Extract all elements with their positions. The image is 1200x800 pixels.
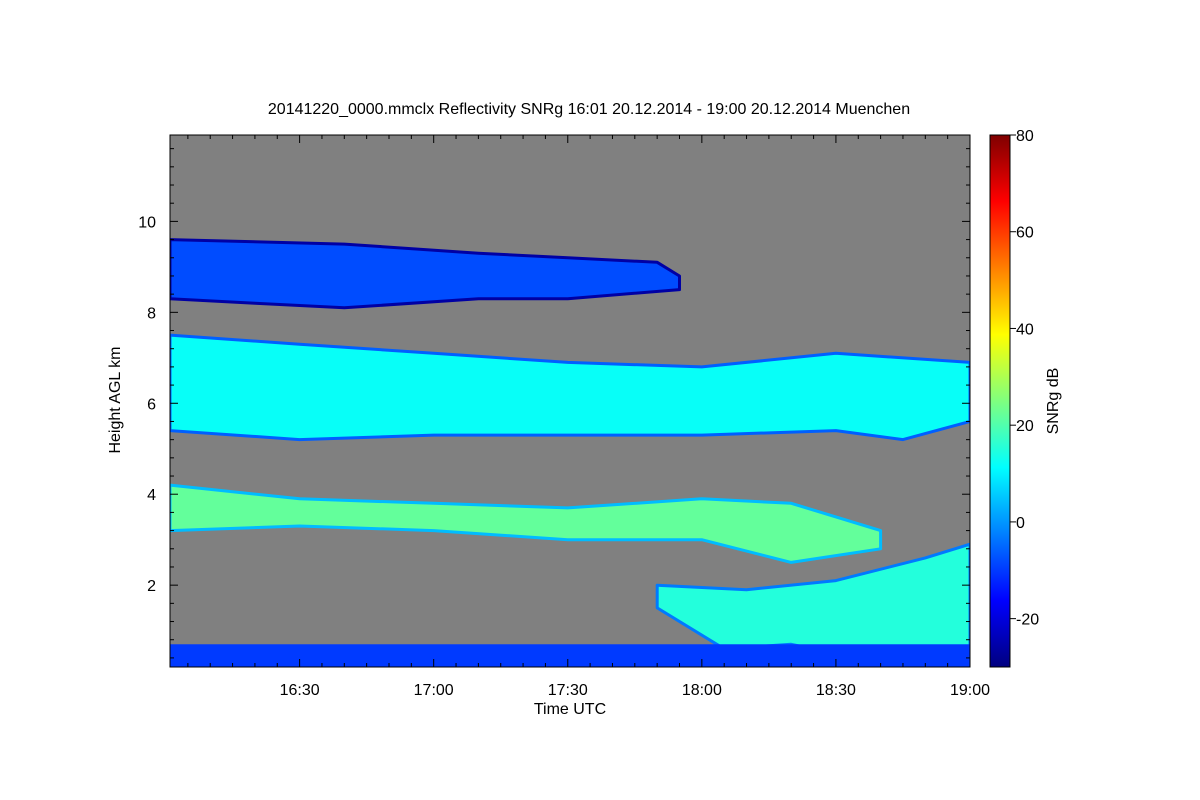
colorbar-axis: -20 0 20 40 60 80 xyxy=(1010,128,1039,629)
surface-clutter-band xyxy=(170,644,970,667)
x-tick-label: 17:30 xyxy=(548,682,588,699)
colorbar-tick-label: 0 xyxy=(1016,515,1025,532)
colorbar-tick-label: 80 xyxy=(1016,128,1034,145)
colorbar-tick-label: 40 xyxy=(1016,321,1034,338)
y-tick-label: 4 xyxy=(147,487,156,504)
colorbar-tick-label: -20 xyxy=(1016,612,1039,629)
x-axis-label: Time UTC xyxy=(534,701,606,718)
y-tick-label: 2 xyxy=(147,578,156,595)
chart-title: 20141220_0000.mmclx Reflectivity SNRg 16… xyxy=(268,101,910,118)
y-tick-label: 6 xyxy=(147,396,156,413)
echo-layers xyxy=(170,238,970,667)
x-tick-label: 16:30 xyxy=(280,682,320,699)
y-axis: 2 4 6 8 10 xyxy=(138,148,970,659)
y-axis-label: Height AGL km xyxy=(107,346,124,453)
colorbar-label: SNRg dB xyxy=(1045,368,1062,435)
x-tick-label: 18:00 xyxy=(682,682,722,699)
echo-layer-1 xyxy=(170,333,970,442)
colorbar-tick-label: 60 xyxy=(1016,225,1034,242)
y-tick-label: 8 xyxy=(147,305,156,322)
x-tick-label: 19:00 xyxy=(950,682,990,699)
echo-layer-0 xyxy=(170,238,681,310)
x-tick-label: 17:00 xyxy=(414,682,454,699)
y-tick-label: 10 xyxy=(138,214,156,231)
echo-layer-2 xyxy=(170,483,883,564)
plot-frame xyxy=(169,134,971,668)
echo-layer-3 xyxy=(655,542,970,667)
x-tick-label: 18:30 xyxy=(816,682,856,699)
colorbar-tick-label: 20 xyxy=(1016,418,1034,435)
x-axis: 16:30 17:00 17:30 18:00 18:30 19:00 xyxy=(187,135,990,699)
colorbar xyxy=(989,134,1011,668)
